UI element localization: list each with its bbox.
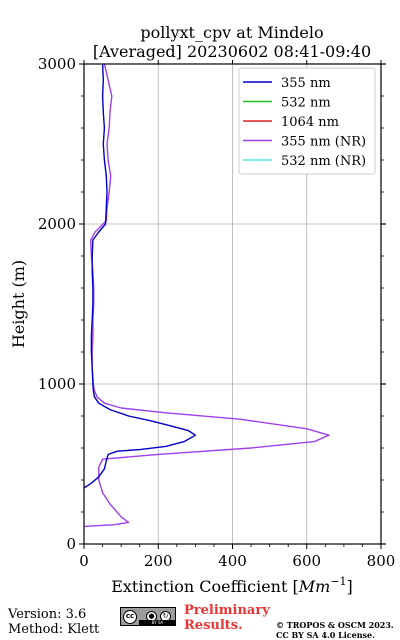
cc-icon: cc xyxy=(123,610,137,624)
cc-license-badge: cc ● ↻ BY SA xyxy=(120,607,176,626)
copyright-line2: CC BY SA 4.0 License. xyxy=(276,630,375,640)
x-axis-label: Extinction Coefficient [Mm−1] xyxy=(111,575,353,596)
copyright-text: © TROPOS & OSCM 2023. CC BY SA 4.0 Licen… xyxy=(276,620,394,640)
version-text: Version: 3.6 xyxy=(8,607,87,622)
y-tick-label: 3000 xyxy=(38,55,76,73)
x-tick-label: 0 xyxy=(79,552,89,570)
x-axis-label-exponent: −1 xyxy=(330,575,346,588)
y-tick-label: 0 xyxy=(66,535,76,553)
method-text: Method: Klett xyxy=(8,622,100,637)
y-axis-label: Height (m) xyxy=(9,260,28,348)
preliminary-line1: Preliminary xyxy=(184,603,270,618)
preliminary-line2: Results. xyxy=(184,618,243,633)
x-axis-label-text: Extinction Coefficient [ xyxy=(111,577,299,596)
series-line-355-nm xyxy=(84,64,197,489)
legend-label-355-nm: 355 nm xyxy=(281,76,331,91)
legend-label-532-nm: 532 nm xyxy=(281,96,331,111)
x-axis-label-unit: Mm xyxy=(298,577,331,596)
legend-label-532-nm-nr-: 532 nm (NR) xyxy=(281,154,366,169)
x-tick-label: 200 xyxy=(144,552,173,570)
x-tick-label: 800 xyxy=(367,552,396,570)
y-tick-label: 2000 xyxy=(38,215,76,233)
legend-label-1064-nm: 1064 nm xyxy=(281,115,339,130)
preliminary-results-text: Preliminary Results. xyxy=(184,603,270,633)
legend-box xyxy=(238,67,376,175)
axis-ticks: 0 200 400 600 800 0 1000 2000 3000 xyxy=(38,55,396,570)
extinction-profile-chart: pollyxt_cpv at Mindelo [Averaged] 202306… xyxy=(9,23,396,596)
legend-label-355-nm-nr-: 355 nm (NR) xyxy=(281,135,366,150)
x-tick-label: 600 xyxy=(292,552,321,570)
chart-title-line1: pollyxt_cpv at Mindelo xyxy=(140,23,323,42)
series-layer xyxy=(84,64,330,528)
copyright-line1: © TROPOS & OSCM 2023. xyxy=(276,620,394,630)
x-axis-label-close: ] xyxy=(347,577,353,596)
x-tick-label: 400 xyxy=(218,552,247,570)
legend: 355 nm 532 nm 1064 nm 355 nm (NR) 532 nm (NR… xyxy=(238,67,376,175)
y-tick-label: 1000 xyxy=(38,375,76,393)
chart-title-line2: [Averaged] 20230602 08:41-09:40 xyxy=(93,42,371,61)
cc-strip: BY SA xyxy=(139,620,176,625)
